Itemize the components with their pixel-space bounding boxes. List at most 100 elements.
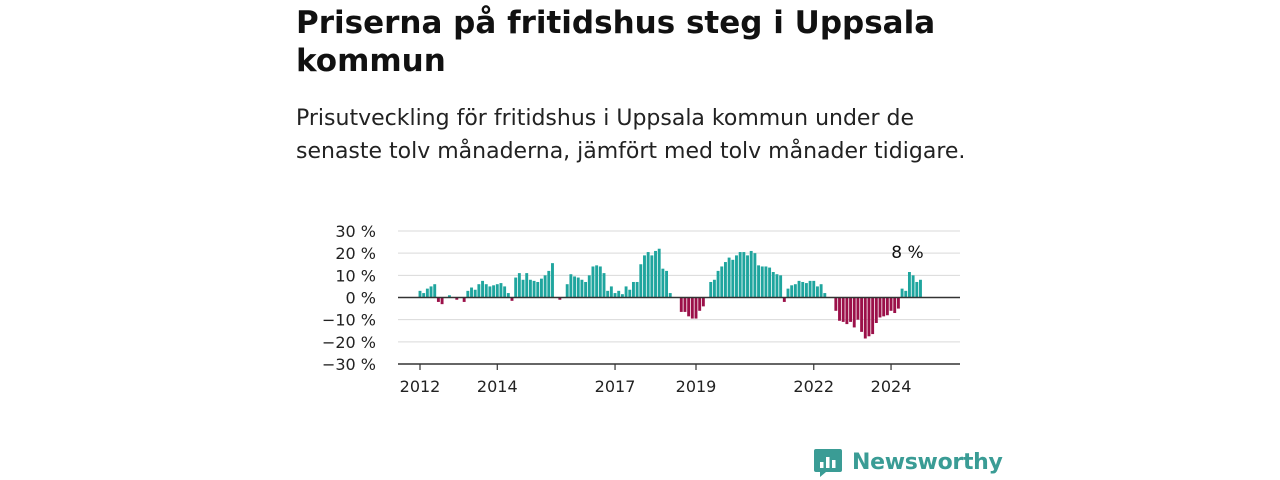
- bar: [602, 273, 606, 298]
- bar: [422, 293, 426, 298]
- bar: [447, 295, 451, 298]
- bar: [863, 297, 867, 339]
- bar: [731, 259, 735, 298]
- bar: [477, 284, 481, 298]
- bar: [867, 297, 871, 337]
- bar: [823, 293, 827, 298]
- bar: [804, 283, 808, 298]
- bar: [584, 281, 588, 298]
- bar: [885, 297, 889, 316]
- y-tick-label: −30 %: [322, 355, 376, 374]
- bar: [418, 290, 422, 298]
- bar: [915, 281, 919, 298]
- bar: [569, 274, 573, 298]
- bar: [510, 297, 514, 301]
- bar: [558, 297, 562, 300]
- bar: [646, 252, 650, 298]
- x-tick-label: 2019: [676, 377, 717, 396]
- bar: [709, 281, 713, 298]
- bar: [547, 270, 551, 298]
- bar: [503, 286, 507, 298]
- bar: [517, 273, 521, 298]
- bar: [746, 255, 749, 298]
- bar: [683, 297, 687, 312]
- x-tick-label: 2024: [871, 377, 912, 396]
- bar: [716, 270, 720, 298]
- bar: [613, 293, 617, 298]
- bar: [624, 286, 628, 298]
- bar: [882, 297, 886, 317]
- bar: [543, 275, 547, 298]
- bar: [598, 266, 602, 298]
- bar: [506, 293, 510, 298]
- bar: [514, 277, 518, 298]
- bar: [433, 284, 437, 298]
- bar: [650, 255, 654, 298]
- bar: [845, 297, 849, 325]
- bar: [801, 281, 805, 298]
- bar: [764, 266, 768, 298]
- bar: [628, 289, 632, 298]
- bar: [723, 262, 727, 298]
- bar: [768, 267, 772, 298]
- bar: [919, 279, 922, 298]
- bar: [838, 297, 841, 321]
- x-tick-label: 2012: [400, 377, 441, 396]
- bar: [455, 297, 459, 300]
- x-tick-label: 2017: [595, 377, 636, 396]
- bar: [893, 297, 897, 314]
- bar: [790, 285, 794, 298]
- y-tick-label: 30 %: [335, 222, 376, 241]
- bar: [481, 280, 485, 298]
- bar: [620, 294, 624, 298]
- bar: [591, 266, 595, 298]
- bar: [573, 276, 577, 298]
- bar: [488, 286, 492, 298]
- bar: [643, 255, 646, 298]
- bar: [429, 286, 433, 298]
- bar: [436, 297, 440, 302]
- bar: [849, 297, 853, 322]
- bar: [539, 278, 543, 298]
- bar: [499, 283, 503, 298]
- bar: [712, 279, 716, 298]
- bar: [701, 297, 705, 307]
- brand-name: Newsworthy: [852, 449, 1003, 475]
- bar: [753, 253, 757, 298]
- bar: [900, 288, 904, 298]
- newsworthy-logo[interactable]: Newsworthy: [812, 446, 1003, 478]
- bar: [694, 297, 698, 319]
- bar: [735, 255, 738, 298]
- bar: [492, 285, 496, 298]
- bar: [860, 297, 864, 332]
- bar: [521, 279, 525, 298]
- y-tick-label: 0 %: [346, 289, 376, 308]
- bar: [635, 281, 639, 298]
- bar: [551, 263, 554, 298]
- bar: [782, 297, 786, 302]
- bar: [907, 272, 911, 298]
- bar: [532, 280, 536, 298]
- bar: [639, 264, 643, 298]
- y-tick-label: 10 %: [335, 266, 376, 285]
- bar: [775, 274, 779, 298]
- bar: [679, 297, 683, 312]
- bar: [815, 286, 819, 298]
- bar: [576, 277, 580, 298]
- bar: [896, 297, 900, 309]
- bar: [587, 275, 591, 298]
- bar: [738, 252, 742, 298]
- bar: [495, 284, 499, 298]
- bar: [565, 284, 569, 298]
- bar: [698, 297, 702, 311]
- bar: [749, 250, 753, 298]
- bar: [856, 297, 860, 320]
- bar: [580, 279, 584, 298]
- bar: [473, 289, 477, 298]
- bar: [797, 280, 801, 298]
- bar: [440, 297, 444, 305]
- bar: [889, 297, 893, 311]
- bar: [874, 297, 878, 323]
- bar: [779, 275, 783, 298]
